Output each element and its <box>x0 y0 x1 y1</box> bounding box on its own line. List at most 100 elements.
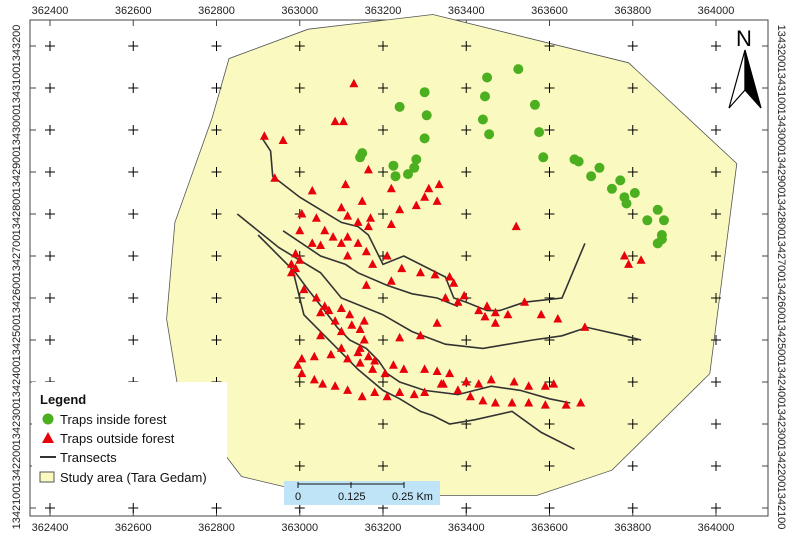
trap-outside-marker <box>474 305 484 315</box>
grid-cross <box>544 167 555 177</box>
trap-outside-marker <box>359 316 369 325</box>
trap-outside-marker <box>299 284 309 294</box>
trap-outside-marker <box>336 343 346 352</box>
legend-circle-icon <box>42 413 54 425</box>
grid-cross <box>294 41 305 51</box>
grid-cross <box>544 251 555 261</box>
y-tick-label-right: 1343100 <box>775 67 787 110</box>
trap-outside-marker <box>359 335 369 344</box>
trap-outside-marker <box>440 293 450 302</box>
trap-inside-marker <box>411 154 422 165</box>
trap-outside-marker <box>474 379 484 388</box>
trap-outside-marker <box>343 211 353 220</box>
trap-outside-marker <box>386 219 396 228</box>
grid-cross <box>544 293 555 303</box>
grid-cross <box>294 83 305 93</box>
trap-outside-marker <box>320 301 330 310</box>
grid-cross <box>128 83 139 93</box>
x-tick-label-top: 362400 <box>32 5 69 17</box>
trap-outside-marker <box>330 316 340 325</box>
x-tick-label-top: 363200 <box>365 5 402 17</box>
trap-outside-marker <box>297 353 307 363</box>
grid-cross <box>378 41 388 51</box>
grid-cross <box>461 125 472 135</box>
grid-cross <box>627 125 638 135</box>
trap-outside-marker <box>338 116 348 126</box>
trap-outside-marker <box>382 251 392 260</box>
trap-outside-marker <box>380 368 390 378</box>
y-tick-label-left: 1343000 <box>11 109 23 152</box>
trap-outside-marker <box>307 238 317 247</box>
trap-outside-marker <box>324 305 334 315</box>
trap-outside-marker <box>503 309 513 319</box>
trap-inside-marker <box>658 215 669 226</box>
trap-outside-marker <box>580 322 590 331</box>
grid-cross <box>711 251 721 261</box>
y-tick-label-left: 1342200 <box>11 445 23 488</box>
trap-outside-marker <box>459 290 469 300</box>
trap-inside-marker <box>652 238 663 249</box>
grid-cross <box>627 419 638 429</box>
grid-cross <box>378 209 388 219</box>
grid-cross <box>211 209 222 219</box>
y-tick-label-left: 1342800 <box>11 193 23 236</box>
x-tick-label-top: 363400 <box>448 5 485 17</box>
trap-outside-marker <box>461 377 471 386</box>
trap-outside-marker <box>490 307 500 317</box>
trap-inside-marker <box>642 215 653 226</box>
legend: Legend Traps inside forest Traps outside… <box>32 382 227 492</box>
grid-cross <box>45 503 55 513</box>
trap-outside-marker <box>388 360 398 369</box>
legend-item-inside: Traps inside forest <box>60 412 167 427</box>
x-tick-label-top: 362800 <box>198 5 235 17</box>
trap-outside-marker <box>343 251 353 260</box>
trap-inside-marker <box>394 101 405 112</box>
trap-outside-marker <box>295 255 305 264</box>
legend-title: Legend <box>40 392 86 407</box>
grid-cross <box>627 461 638 471</box>
grid-cross <box>461 167 472 177</box>
grid-cross <box>627 167 638 177</box>
trap-inside-marker <box>652 204 663 215</box>
grid-cross <box>461 83 472 93</box>
trap-outside-marker <box>357 196 367 205</box>
trap-outside-marker <box>465 391 475 401</box>
y-tick-label-right: 1342400 <box>775 361 787 404</box>
x-tick-label-top: 363000 <box>281 5 318 17</box>
trap-outside-marker <box>336 202 346 212</box>
trap-outside-marker <box>349 78 359 88</box>
trap-outside-marker <box>343 232 353 241</box>
trap-inside-marker <box>479 91 490 102</box>
trap-outside-marker <box>397 263 407 273</box>
trap-outside-marker <box>453 385 463 394</box>
trap-inside-marker <box>606 183 617 194</box>
grid-cross <box>45 83 55 93</box>
trap-inside-marker <box>621 198 632 209</box>
trap-outside-marker <box>328 232 338 241</box>
grid-cross <box>627 335 638 345</box>
trap-outside-marker <box>409 389 419 399</box>
y-tick-label-right: 1342100 <box>775 487 787 530</box>
legend-box-icon <box>39 471 55 483</box>
trap-outside-marker <box>316 330 326 340</box>
trap-outside-marker <box>343 353 353 363</box>
grid-cross <box>45 125 55 135</box>
trap-outside-marker <box>336 326 346 336</box>
trap-outside-marker <box>309 351 319 361</box>
trap-outside-marker <box>432 196 442 205</box>
trap-outside-marker <box>453 297 463 306</box>
x-tick-label-top: 364000 <box>698 5 735 17</box>
trap-outside-marker <box>320 225 330 235</box>
scale-label-0: 0 <box>295 491 301 503</box>
trap-outside-marker <box>297 368 307 378</box>
trap-outside-marker <box>445 272 455 281</box>
y-tick-label-left: 1342500 <box>11 319 23 362</box>
trap-inside-marker <box>513 64 524 75</box>
grid-cross <box>378 293 388 303</box>
scale-bar-background <box>284 481 440 505</box>
x-tick-labels-top: 362400 362600 362800 363000 363200 363400 3636… <box>32 5 735 17</box>
y-tick-label-right: 1342500 <box>775 319 787 362</box>
grid-cross <box>211 335 222 345</box>
trap-inside-marker <box>390 171 401 182</box>
